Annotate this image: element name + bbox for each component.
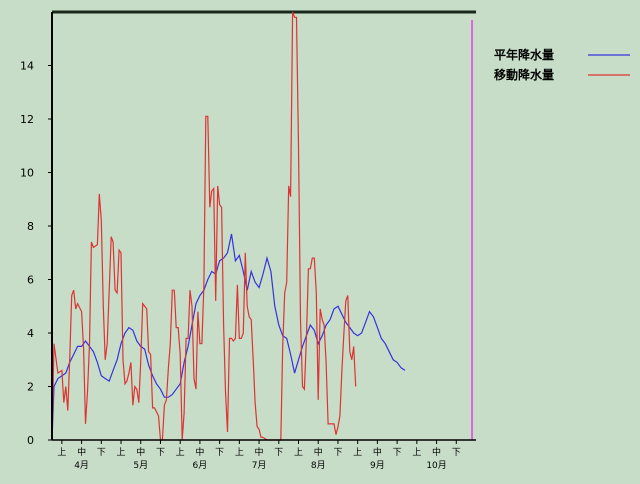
x-tick-label: 中: [373, 446, 382, 458]
series-line-1: [51, 233, 406, 441]
month-label: 5月: [133, 460, 148, 471]
x-tick-label: 下: [452, 448, 461, 458]
y-tick-label: 14: [20, 60, 34, 73]
x-tick-label: 下: [215, 448, 224, 458]
y-tick-label: 8: [27, 220, 34, 233]
axes-layer: 02468101214上中下上中下上中下上中下上中下上中下上中下4月 5月 6月 7月…: [20, 12, 476, 471]
x-tick-label: 中: [77, 446, 86, 458]
month-label: 8月: [311, 460, 326, 471]
x-tick-label: 中: [136, 446, 145, 458]
y-tick-label: 2: [27, 381, 34, 394]
x-tick-label: 下: [274, 448, 283, 458]
x-tick-label: 上: [57, 447, 66, 458]
y-tick-label: 10: [20, 167, 34, 180]
legend-label-1: 平年降水量: [494, 47, 554, 62]
month-label: 10月: [426, 460, 446, 471]
month-label: 4月: [74, 460, 89, 471]
y-tick-label: 12: [20, 113, 34, 126]
y-tick-label: 0: [27, 434, 34, 447]
plot-frame: [52, 10, 476, 440]
x-tick-label: 下: [97, 448, 106, 458]
y-tick-label: 6: [27, 274, 34, 287]
x-tick-label: 上: [235, 447, 244, 458]
x-tick-label: 下: [156, 448, 165, 458]
x-tick-label: 中: [255, 446, 264, 458]
legend-label-2: 移動降水量: [494, 67, 554, 82]
x-tick-label: 下: [393, 448, 402, 458]
x-tick-label: 上: [176, 447, 185, 458]
x-tick-label: 上: [117, 447, 126, 458]
x-tick-label: 中: [195, 446, 204, 458]
x-tick-label: 中: [432, 446, 441, 458]
month-label: 7月: [252, 460, 267, 471]
x-tick-label: 上: [412, 447, 421, 458]
month-label: 9月: [370, 460, 385, 471]
x-tick-label: 中: [314, 446, 323, 458]
y-tick-label: 4: [27, 327, 34, 340]
x-tick-label: 上: [353, 447, 362, 458]
series-layer: [51, 11, 406, 441]
month-label: 6月: [193, 460, 208, 471]
x-tick-label: 下: [333, 448, 342, 458]
series-line-2: [51, 11, 357, 441]
x-tick-label: 上: [294, 447, 303, 458]
